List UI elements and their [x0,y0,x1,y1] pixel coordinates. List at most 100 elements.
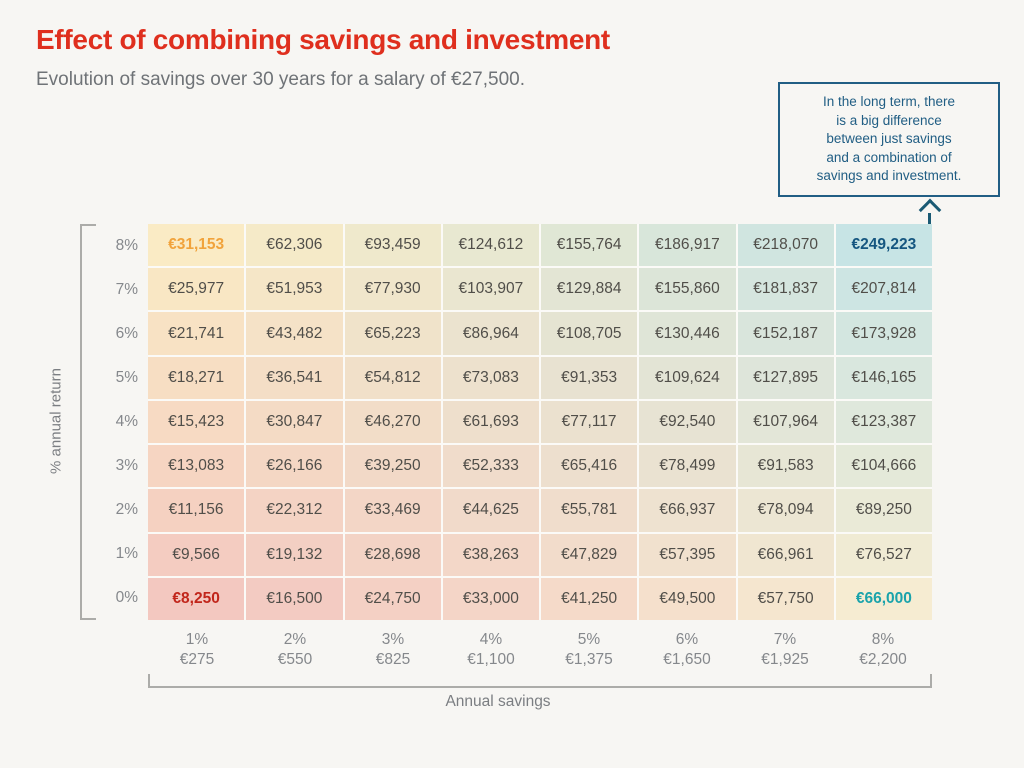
table-cell: €13,083 [148,445,245,488]
y-axis-bracket [80,224,96,620]
table-cell: €146,165 [835,356,932,399]
table-cell: €36,541 [246,356,343,399]
table-cell: €249,223 [835,224,932,267]
table-cell: €66,961 [737,533,834,576]
table-cell: €41,250 [541,577,638,620]
table-cell: €155,860 [639,268,736,311]
table-cell: €109,624 [639,356,736,399]
table-cell: €24,750 [344,577,441,620]
table-cell: €93,459 [344,224,441,267]
table-cell: €61,693 [442,400,539,444]
table-cell: €66,000 [835,577,932,620]
table-cell: €91,583 [737,445,834,488]
row-label: 1% [115,545,138,562]
table-cell: €54,812 [344,356,441,399]
table-cell: €52,333 [442,445,539,488]
table-cell: €207,814 [835,268,932,311]
table-cell: €124,612 [442,224,539,267]
table-cell: €103,907 [442,268,539,311]
x-axis-bracket [148,674,932,688]
row-label: 6% [115,325,138,342]
table-cell: €18,271 [148,356,245,399]
row-label: 7% [115,281,138,298]
callout-box: In the long term, there is a big differe… [778,82,1000,197]
table-cell: €30,847 [246,400,343,444]
table-cell: €65,223 [344,312,441,355]
table-cell: €15,423 [148,400,245,444]
col-label: 1% €275 [179,631,215,668]
table-cell: €155,764 [541,224,638,267]
col-label: 5% €1,375 [565,631,613,668]
table-cell: €49,500 [639,577,736,620]
y-axis-title: % annual return [47,368,65,474]
row-labels: 8% 7% 6% 5% 4% 3% 2% 1% 0% [92,224,138,620]
table-cell: €65,416 [541,445,638,488]
col-label: 8% €2,200 [859,631,907,668]
table-cell: €57,750 [737,577,834,620]
table-cell: €44,625 [442,489,539,532]
col-labels: 1% €275 2% €550 3% €825 4% €1,100 5% €1,375 6% €1,6… [148,630,932,670]
table-cell: €78,499 [639,445,736,488]
table-cell: €31,153 [148,224,245,267]
table-cell: €92,540 [639,400,736,444]
table-cell: €22,312 [246,489,343,532]
table-cell: €78,094 [737,489,834,532]
table-cell: €76,527 [835,533,932,576]
row-label: 3% [115,457,138,474]
table-cell: €38,263 [442,533,539,576]
table-cell: €186,917 [639,224,736,267]
table-cell: €25,977 [148,268,245,311]
table-cell: €77,930 [344,268,441,311]
table-cell: €43,482 [246,312,343,355]
col-label: 3% €825 [375,631,411,668]
col-label: 6% €1,650 [663,631,711,668]
table-cell: €104,666 [835,445,932,488]
row-label: 0% [115,589,138,606]
table-cell: €8,250 [148,577,245,620]
row-label: 8% [115,237,138,254]
table-cell: €57,395 [639,533,736,576]
table-cell: €181,837 [737,268,834,311]
table-cell: €26,166 [246,445,343,488]
page-subtitle: Evolution of savings over 30 years for a… [36,69,525,90]
table-cell: €152,187 [737,312,834,355]
table-cell: €39,250 [344,445,441,488]
table-cell: €108,705 [541,312,638,355]
table-cell: €89,250 [835,489,932,532]
table-cell: €55,781 [541,489,638,532]
table-cell: €9,566 [148,533,245,576]
table-cell: €73,083 [442,356,539,399]
col-label: 7% €1,925 [761,631,809,668]
table-cell: €51,953 [246,268,343,311]
table-cell: €33,469 [344,489,441,532]
heatmap-grid: €31,153 €62,306 €93,459 €124,612 €155,764 €18… [148,224,932,620]
table-cell: €47,829 [541,533,638,576]
table-cell: €21,741 [148,312,245,355]
table-cell: €77,117 [541,400,638,444]
table-cell: €33,000 [442,577,539,620]
row-label: 2% [115,501,138,518]
table-cell: €107,964 [737,400,834,444]
page-title: Effect of combining savings and investme… [36,24,610,55]
table-cell: €19,132 [246,533,343,576]
col-label: 4% €1,100 [467,631,515,668]
x-axis-title: Annual savings [445,693,551,710]
table-cell: €173,928 [835,312,932,355]
table-cell: €62,306 [246,224,343,267]
table-cell: €86,964 [442,312,539,355]
table-cell: €11,156 [148,489,245,532]
row-label: 5% [115,369,138,386]
table-cell: €91,353 [541,356,638,399]
table-cell: €16,500 [246,577,343,620]
table-cell: €123,387 [835,400,932,444]
table-cell: €130,446 [639,312,736,355]
table-cell: €28,698 [344,533,441,576]
table-cell: €66,937 [639,489,736,532]
table-cell: €218,070 [737,224,834,267]
table-cell: €129,884 [541,268,638,311]
table-cell: €46,270 [344,400,441,444]
row-label: 4% [115,413,138,430]
table-cell: €127,895 [737,356,834,399]
col-label: 2% €550 [277,631,313,668]
